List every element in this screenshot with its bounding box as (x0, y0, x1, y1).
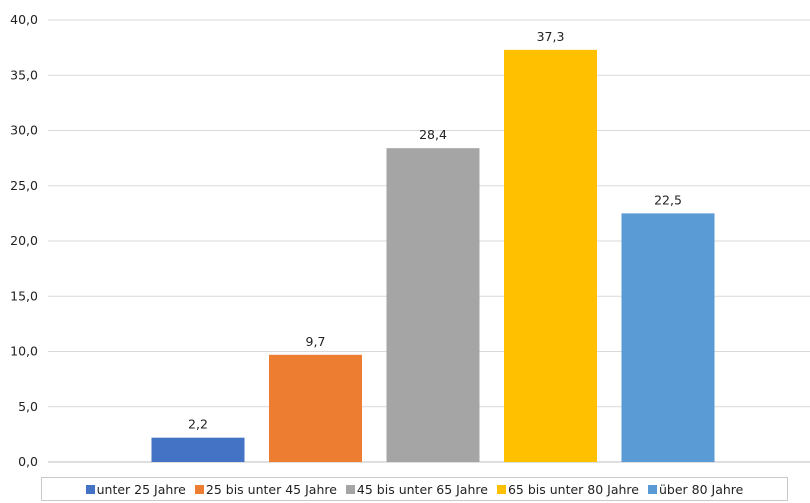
bars (151, 49, 715, 463)
bar (151, 437, 245, 462)
legend-swatch (345, 484, 355, 494)
bar (386, 148, 480, 462)
legend-item: 65 bis unter 80 Jahre (496, 481, 639, 497)
legend-item: über 80 Jahre (647, 481, 744, 497)
data-label: 28,4 (419, 127, 447, 142)
data-label: 9,7 (306, 334, 326, 349)
legend-swatch (496, 484, 506, 494)
legend-label: 25 bis unter 45 Jahre (205, 481, 337, 497)
legend-swatch (647, 484, 657, 494)
data-label: 37,3 (537, 29, 565, 44)
y-tick-label: 20,0 (10, 233, 38, 248)
data-label: 22,5 (654, 192, 682, 207)
data-labels: 2,2 9,7 28,4 37,3 22,5 (188, 29, 682, 432)
y-tick-label: 25,0 (10, 178, 38, 193)
legend-item: 45 bis unter 65 Jahre (345, 481, 488, 497)
chart-legend: unter 25 Jahre 25 bis unter 45 Jahre 45 bi… (41, 477, 788, 501)
legend-swatch (194, 484, 204, 494)
legend-swatch (85, 484, 95, 494)
y-axis-ticks: 0,0 5,0 10,0 15,0 20,0 25,0 30,0 35,0 40,0 (10, 12, 38, 469)
y-tick-label: 15,0 (10, 288, 38, 303)
y-tick-label: 10,0 (10, 344, 38, 359)
legend-label: über 80 Jahre (658, 481, 744, 497)
bar (269, 354, 362, 462)
y-tick-label: 30,0 (10, 123, 38, 138)
y-tick-label: 35,0 (10, 67, 38, 82)
y-tick-label: 0,0 (18, 454, 38, 469)
y-tick-label: 40,0 (10, 12, 38, 27)
legend-label: 65 bis unter 80 Jahre (507, 481, 639, 497)
bar (504, 49, 597, 463)
legend-label: 45 bis unter 65 Jahre (356, 481, 488, 497)
bar-chart: 0,0 5,0 10,0 15,0 20,0 25,0 30,0 35,0 40,0 2,2 9,… (10, 12, 810, 469)
y-tick-label: 5,0 (18, 399, 38, 414)
bar (621, 213, 715, 462)
legend-label: unter 25 Jahre (96, 481, 186, 497)
legend-item: 25 bis unter 45 Jahre (194, 481, 337, 497)
data-label: 2,2 (188, 417, 208, 432)
legend-item: unter 25 Jahre (85, 481, 186, 497)
